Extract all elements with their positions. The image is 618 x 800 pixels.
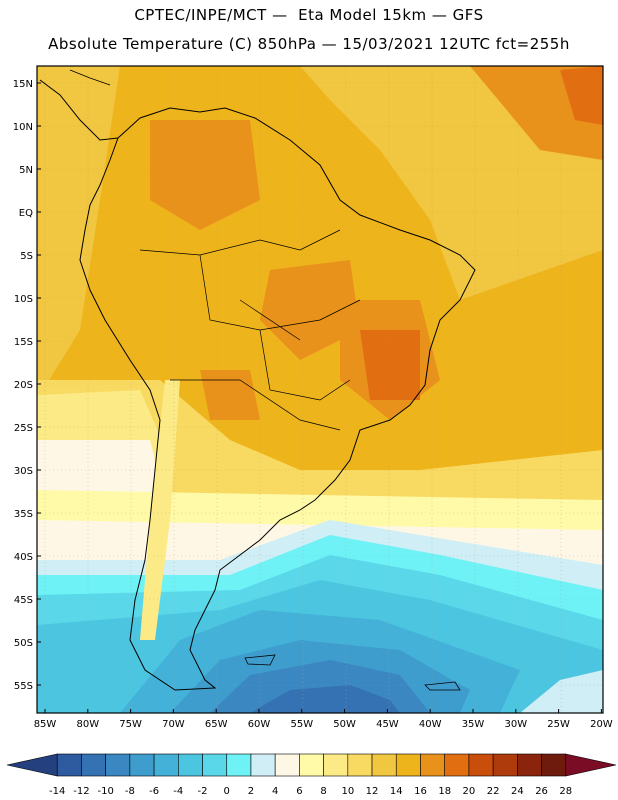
lon-label: 70W bbox=[162, 719, 185, 730]
colorbar-label: 2 bbox=[248, 786, 254, 797]
colorbar-swatch bbox=[226, 753, 252, 777]
lon-label: 85W bbox=[34, 719, 57, 730]
colorbar-label: 18 bbox=[438, 786, 451, 797]
colorbar-swatch bbox=[250, 753, 276, 777]
colorbar-label: -10 bbox=[97, 786, 113, 797]
colorbar-label: 0 bbox=[224, 786, 230, 797]
lat-label: 50S bbox=[14, 638, 33, 649]
colorbar-swatch bbox=[347, 753, 373, 777]
colorbar-label: -8 bbox=[125, 786, 135, 797]
colorbar-swatch bbox=[105, 753, 131, 777]
latitude-labels: 15N 10N 5N EQ 5S 10S 15S 20S 25S 30S 35S 40S 45S 50S 5… bbox=[13, 79, 41, 692]
lon-label: 45W bbox=[376, 719, 399, 730]
colorbar-swatch bbox=[371, 753, 397, 777]
lat-label: 20S bbox=[14, 380, 33, 391]
colorbar-label: 12 bbox=[366, 786, 379, 797]
chart-title-line2: Absolute Temperature (C) 850hPa — 15/03/… bbox=[48, 35, 570, 53]
lon-label: 75W bbox=[119, 719, 142, 730]
lon-label: 25W bbox=[547, 719, 570, 730]
colorbar-swatch bbox=[492, 753, 518, 777]
colorbar-label: -4 bbox=[173, 786, 183, 797]
colorbar-swatch bbox=[6, 753, 58, 777]
lon-label: 80W bbox=[76, 719, 99, 730]
lat-label: 15S bbox=[14, 337, 33, 348]
temperature-field bbox=[37, 66, 603, 713]
lat-label: 10N bbox=[13, 122, 33, 133]
colorbar-label: 6 bbox=[296, 786, 302, 797]
lat-label: 5S bbox=[20, 251, 33, 262]
colorbar-swatch bbox=[395, 753, 421, 777]
colorbar-swatch bbox=[541, 753, 567, 777]
lat-label: 55S bbox=[14, 681, 33, 692]
lat-label: 45S bbox=[14, 595, 33, 606]
lat-label: 25S bbox=[14, 423, 33, 434]
colorbar-label: 26 bbox=[535, 786, 548, 797]
lat-label: EQ bbox=[19, 208, 33, 219]
lon-label: 35W bbox=[462, 719, 485, 730]
lat-label: 15N bbox=[13, 79, 33, 90]
lat-label: 30S bbox=[14, 466, 33, 477]
colorbar-swatch bbox=[468, 753, 494, 777]
colorbar-swatch bbox=[178, 753, 203, 777]
lon-label: 30W bbox=[504, 719, 527, 730]
colorbar-swatch bbox=[202, 753, 228, 777]
colorbar-label: 24 bbox=[511, 786, 524, 797]
chart-title-line1: CPTEC/INPE/MCT — Eta Model 15km — GFS bbox=[134, 6, 484, 24]
colorbar-swatch bbox=[299, 753, 324, 777]
colorbar-swatch bbox=[323, 753, 349, 777]
colorbar-swatch bbox=[274, 753, 300, 777]
colorbar-label: 20 bbox=[463, 786, 476, 797]
colorbar-swatch bbox=[153, 753, 179, 777]
colorbar-label: -14 bbox=[49, 786, 65, 797]
colorbar-label: -2 bbox=[198, 786, 208, 797]
lat-label: 5N bbox=[19, 165, 33, 176]
colorbar-swatch bbox=[129, 753, 155, 777]
lon-label: 40W bbox=[419, 719, 442, 730]
lon-label: 50W bbox=[333, 719, 356, 730]
lon-label: 65W bbox=[205, 719, 228, 730]
colorbar-label: 22 bbox=[487, 786, 500, 797]
colorbar-label: 10 bbox=[341, 786, 354, 797]
colorbar-swatch bbox=[420, 753, 445, 777]
longitude-labels: 85W 80W 75W 70W 65W 60W 55W 50W 45W 40W 35W 30W 25W 2… bbox=[34, 709, 613, 730]
colorbar-label: 28 bbox=[559, 786, 572, 797]
colorbar-label: 16 bbox=[414, 786, 427, 797]
lat-label: 35S bbox=[14, 509, 33, 520]
colorbar-label: 8 bbox=[320, 786, 326, 797]
colorbar-label: 14 bbox=[390, 786, 403, 797]
colorbar-swatch bbox=[81, 753, 106, 777]
colorbar-label: 4 bbox=[272, 786, 278, 797]
plot-frame bbox=[36, 65, 604, 714]
colorbar-swatch bbox=[517, 753, 542, 777]
lat-label: 40S bbox=[14, 552, 33, 563]
colorbar-labels: -14 -12 -10 -8 -6 -4 -2 0 2 4 6 8 10 12 14 16 18 20 22 24 26… bbox=[49, 786, 572, 797]
lon-label: 20W bbox=[590, 719, 613, 730]
colorbar-swatch bbox=[56, 753, 82, 777]
colorbar bbox=[6, 753, 617, 777]
colorbar-swatch bbox=[444, 753, 470, 777]
colorbar-label: -6 bbox=[149, 786, 159, 797]
coastline bbox=[79, 107, 476, 691]
lon-label: 60W bbox=[248, 719, 271, 730]
lat-label: 10S bbox=[14, 294, 33, 305]
colorbar-swatch bbox=[565, 753, 617, 777]
lon-label: 55W bbox=[290, 719, 313, 730]
colorbar-label: -12 bbox=[73, 786, 89, 797]
